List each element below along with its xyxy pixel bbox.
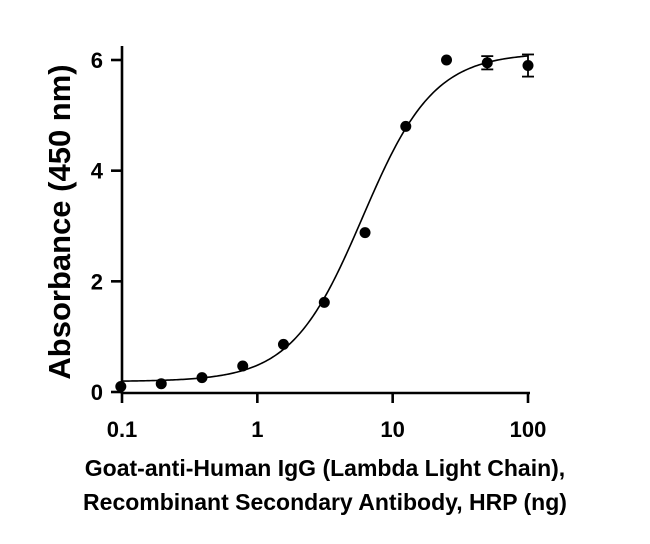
x-axis-title-line-2: Recombinant Secondary Antibody, HRP (ng) [83, 489, 567, 515]
data-point-7 [400, 120, 412, 132]
data-point-2 [196, 372, 208, 384]
data-point-10 [522, 60, 534, 72]
x-tick-label-3: 100 [510, 417, 547, 442]
data-points-layer [115, 53, 534, 392]
data-point-8 [441, 54, 453, 66]
x-tick-label-0: 0.1 [107, 417, 138, 442]
data-point-5 [318, 296, 330, 308]
x-tick-label-1: 1 [251, 417, 263, 442]
y-axis-title: Absorbance (450 nm) [42, 64, 77, 379]
data-point-3 [237, 360, 249, 372]
data-point-1 [155, 378, 167, 390]
fit-curve-layer [121, 55, 529, 382]
fit-curve [121, 55, 529, 382]
axes [120, 46, 530, 395]
y-tick-label-1: 2 [91, 269, 103, 294]
x-axis-title-line-1: Goat-anti-Human IgG (Lambda Light Chain)… [85, 455, 565, 481]
y-tick-label-3: 6 [91, 48, 103, 73]
x-tick-label-2: 10 [380, 417, 404, 442]
y-tick-label-0: 0 [91, 380, 103, 405]
ticks: 0.1 1 10 100 0 2 4 6 [91, 48, 547, 442]
y-tick-label-2: 4 [91, 159, 104, 184]
data-point-4 [277, 338, 289, 350]
data-point-6 [359, 227, 371, 239]
data-point-9 [481, 57, 493, 69]
